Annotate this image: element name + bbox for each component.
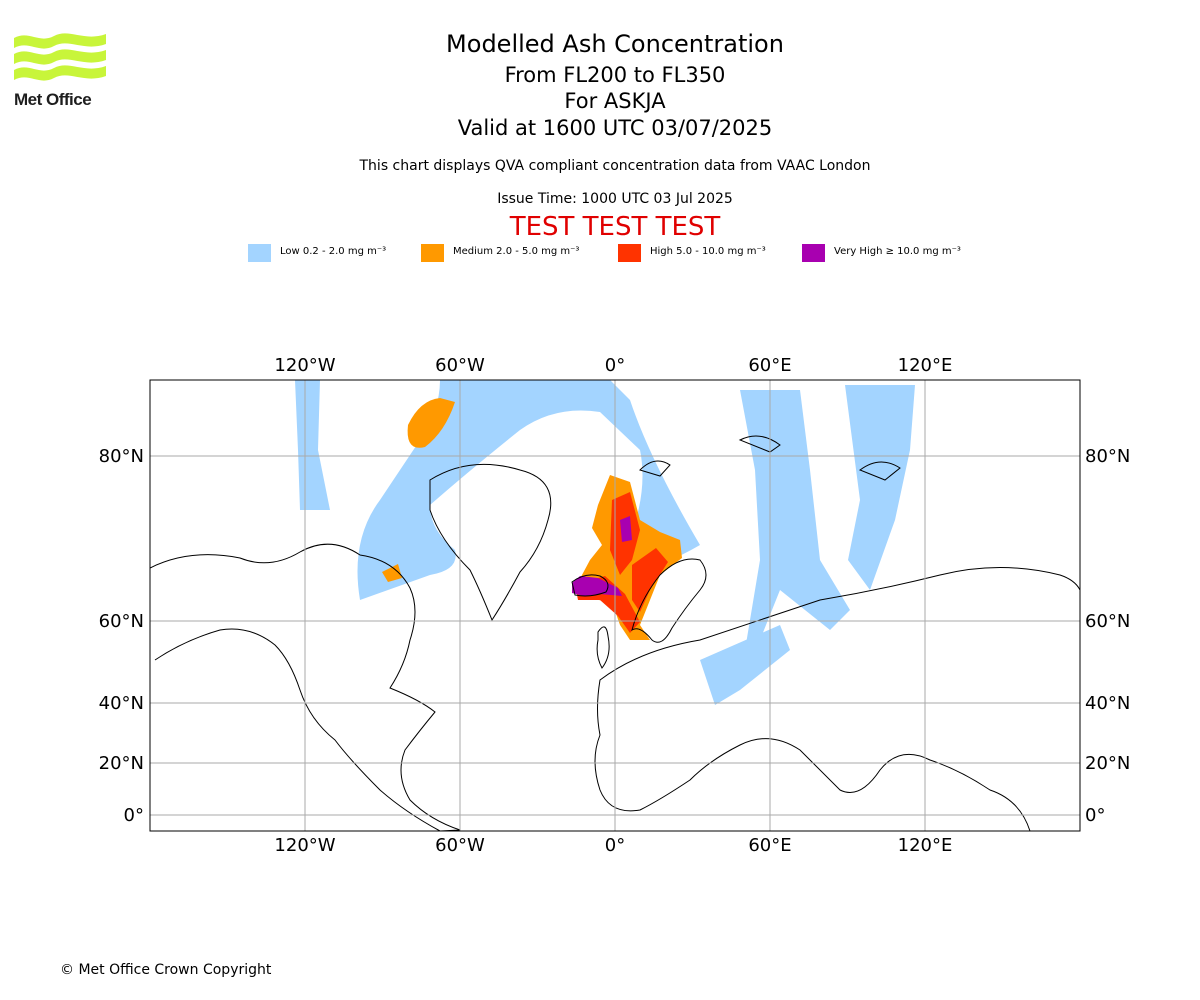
ash-very-high-area — [572, 516, 632, 596]
lat-label-left: 0° — [124, 805, 144, 826]
lat-label-right: 80°N — [1085, 446, 1130, 467]
issue-time: Issue Time: 1000 UTC 03 Jul 2025 — [497, 191, 733, 207]
compliance-note: This chart displays QVA compliant concen… — [359, 158, 871, 174]
lon-label-bottom: 60°E — [748, 835, 791, 856]
coastlines — [150, 435, 1080, 831]
copyright-notice: © Met Office Crown Copyright — [60, 962, 272, 978]
lon-label-bottom: 120°W — [274, 835, 335, 856]
lon-label-bottom: 60°W — [435, 835, 485, 856]
ash-low-area — [295, 380, 915, 705]
graticule — [150, 380, 1080, 831]
lon-label-bottom: 120°E — [898, 835, 953, 856]
legend-label-very-high: Very High ≥ 10.0 mg m⁻³ — [834, 246, 961, 257]
chart-title: Modelled Ash Concentration — [446, 30, 784, 58]
lon-label-bottom: 0° — [605, 835, 625, 856]
legend-swatch-low — [248, 244, 271, 262]
lon-label-top: 120°E — [898, 355, 953, 376]
lon-label-top: 60°E — [748, 355, 791, 376]
legend-swatch-medium — [421, 244, 444, 262]
lat-label-right: 20°N — [1085, 753, 1130, 774]
legend-label-low: Low 0.2 - 2.0 mg m⁻³ — [280, 246, 387, 257]
lat-label-right: 60°N — [1085, 611, 1130, 632]
flight-level-range: From FL200 to FL350 — [504, 63, 726, 87]
test-banner: TEST TEST TEST — [509, 212, 721, 242]
logo-text: Met Office — [14, 90, 92, 109]
legend-swatch-high — [618, 244, 641, 262]
legend-label-medium: Medium 2.0 - 5.0 mg m⁻³ — [453, 246, 580, 257]
valid-time: Valid at 1600 UTC 03/07/2025 — [457, 116, 773, 140]
volcano-name: For ASKJA — [564, 89, 666, 113]
lat-label-left: 80°N — [99, 446, 144, 467]
lat-label-left: 20°N — [99, 753, 144, 774]
lat-label-left: 40°N — [99, 693, 144, 714]
met-office-logo-waves — [14, 33, 106, 81]
lon-label-top: 120°W — [274, 355, 335, 376]
legend-swatch-very-high — [802, 244, 825, 262]
legend-label-high: High 5.0 - 10.0 mg m⁻³ — [650, 246, 766, 257]
lon-label-top: 0° — [605, 355, 625, 376]
lat-label-left: 60°N — [99, 611, 144, 632]
map-frame — [149, 379, 1081, 832]
lat-label-right: 40°N — [1085, 693, 1130, 714]
lon-label-top: 60°W — [435, 355, 485, 376]
lat-label-right: 0° — [1085, 805, 1105, 826]
met-office-logo: Met Office — [14, 30, 114, 112]
